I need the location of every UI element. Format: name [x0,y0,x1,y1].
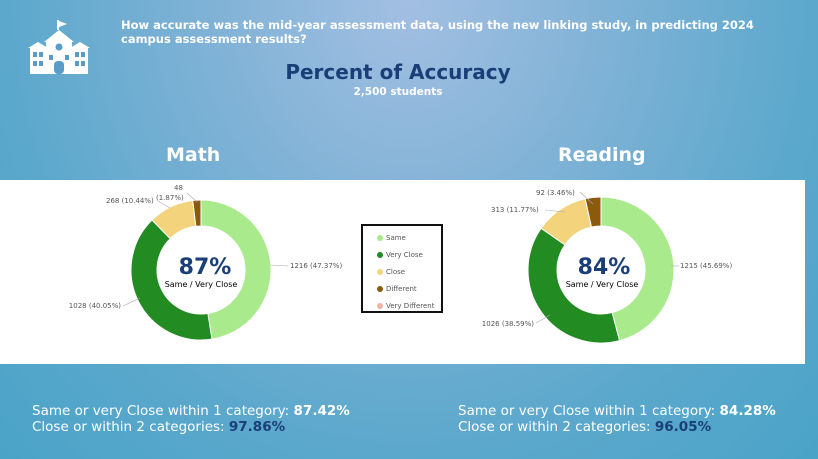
legend-dot-close [377,268,383,275]
math-label-different-count: 48 [174,184,183,192]
legend-item-very-close: Very Close [377,246,441,263]
reading-label-different: 92 (3.46%) [536,189,575,197]
chart-legend: Same Very Close Close Different Very Dif… [361,224,443,313]
page-title: Percent of Accuracy [285,60,511,84]
legend-dot-very-close [377,251,383,258]
math-center-label: Same / Very Close [165,280,238,289]
math-slice-very-close [130,219,213,341]
math-summary-pct1: 87.42% [293,403,350,419]
chart-panel: 87% Same / Very Close 1216 (47.37%) 1028… [0,180,805,364]
reading-label-close: 313 (11.77%) [491,206,539,214]
math-donut-chart [130,199,272,341]
math-label-different-pct: (1.87%) [156,194,184,202]
reading-label-same: 1215 (45.69%) [680,262,732,270]
legend-item-close: Close [377,263,441,280]
legend-item-same: Same [377,229,441,246]
math-slice-different [192,199,202,227]
math-label-same: 1216 (47.37%) [290,262,342,270]
reading-center-label: Same / Very Close [566,280,639,289]
reading-center-pct: 84% [578,255,631,280]
reading-summary-pct1: 84.28% [719,403,776,419]
legend-dot-different [377,285,383,292]
legend-dot-very-different [377,302,383,309]
math-label-very-close: 1028 (40.05%) [69,302,121,310]
reading-slice-same [600,196,675,342]
reading-title: Reading [558,144,646,166]
reading-label-very-close: 1026 (38.59%) [482,320,534,328]
math-slice-same [200,199,272,340]
legend-dot-same [377,234,383,241]
school-building-icon [28,20,90,74]
page-subtitle: 2,500 students [353,86,443,98]
donut-charts: 87% Same / Very Close 1216 (47.37%) 1028… [69,184,732,344]
math-label-close: 268 (10.44%) [106,197,154,205]
reading-slice-different [584,196,602,228]
reading-slice-very-close [527,227,621,344]
reading-summary-pct2: 96.05% [654,419,712,435]
reading-summary: Same or very Close within 1 category: 84… [458,403,776,435]
math-summary-pct2: 97.86% [228,419,286,435]
legend-item-very-different: Very Different [377,297,441,314]
math-center-pct: 87% [179,255,232,280]
reading-donut-chart [527,196,675,344]
legend-item-different: Different [377,280,441,297]
math-summary: Same or very Close within 1 category: 87… [32,403,350,435]
math-title: Math [166,144,221,166]
header-question: How accurate was the mid-year assessment… [121,18,754,46]
